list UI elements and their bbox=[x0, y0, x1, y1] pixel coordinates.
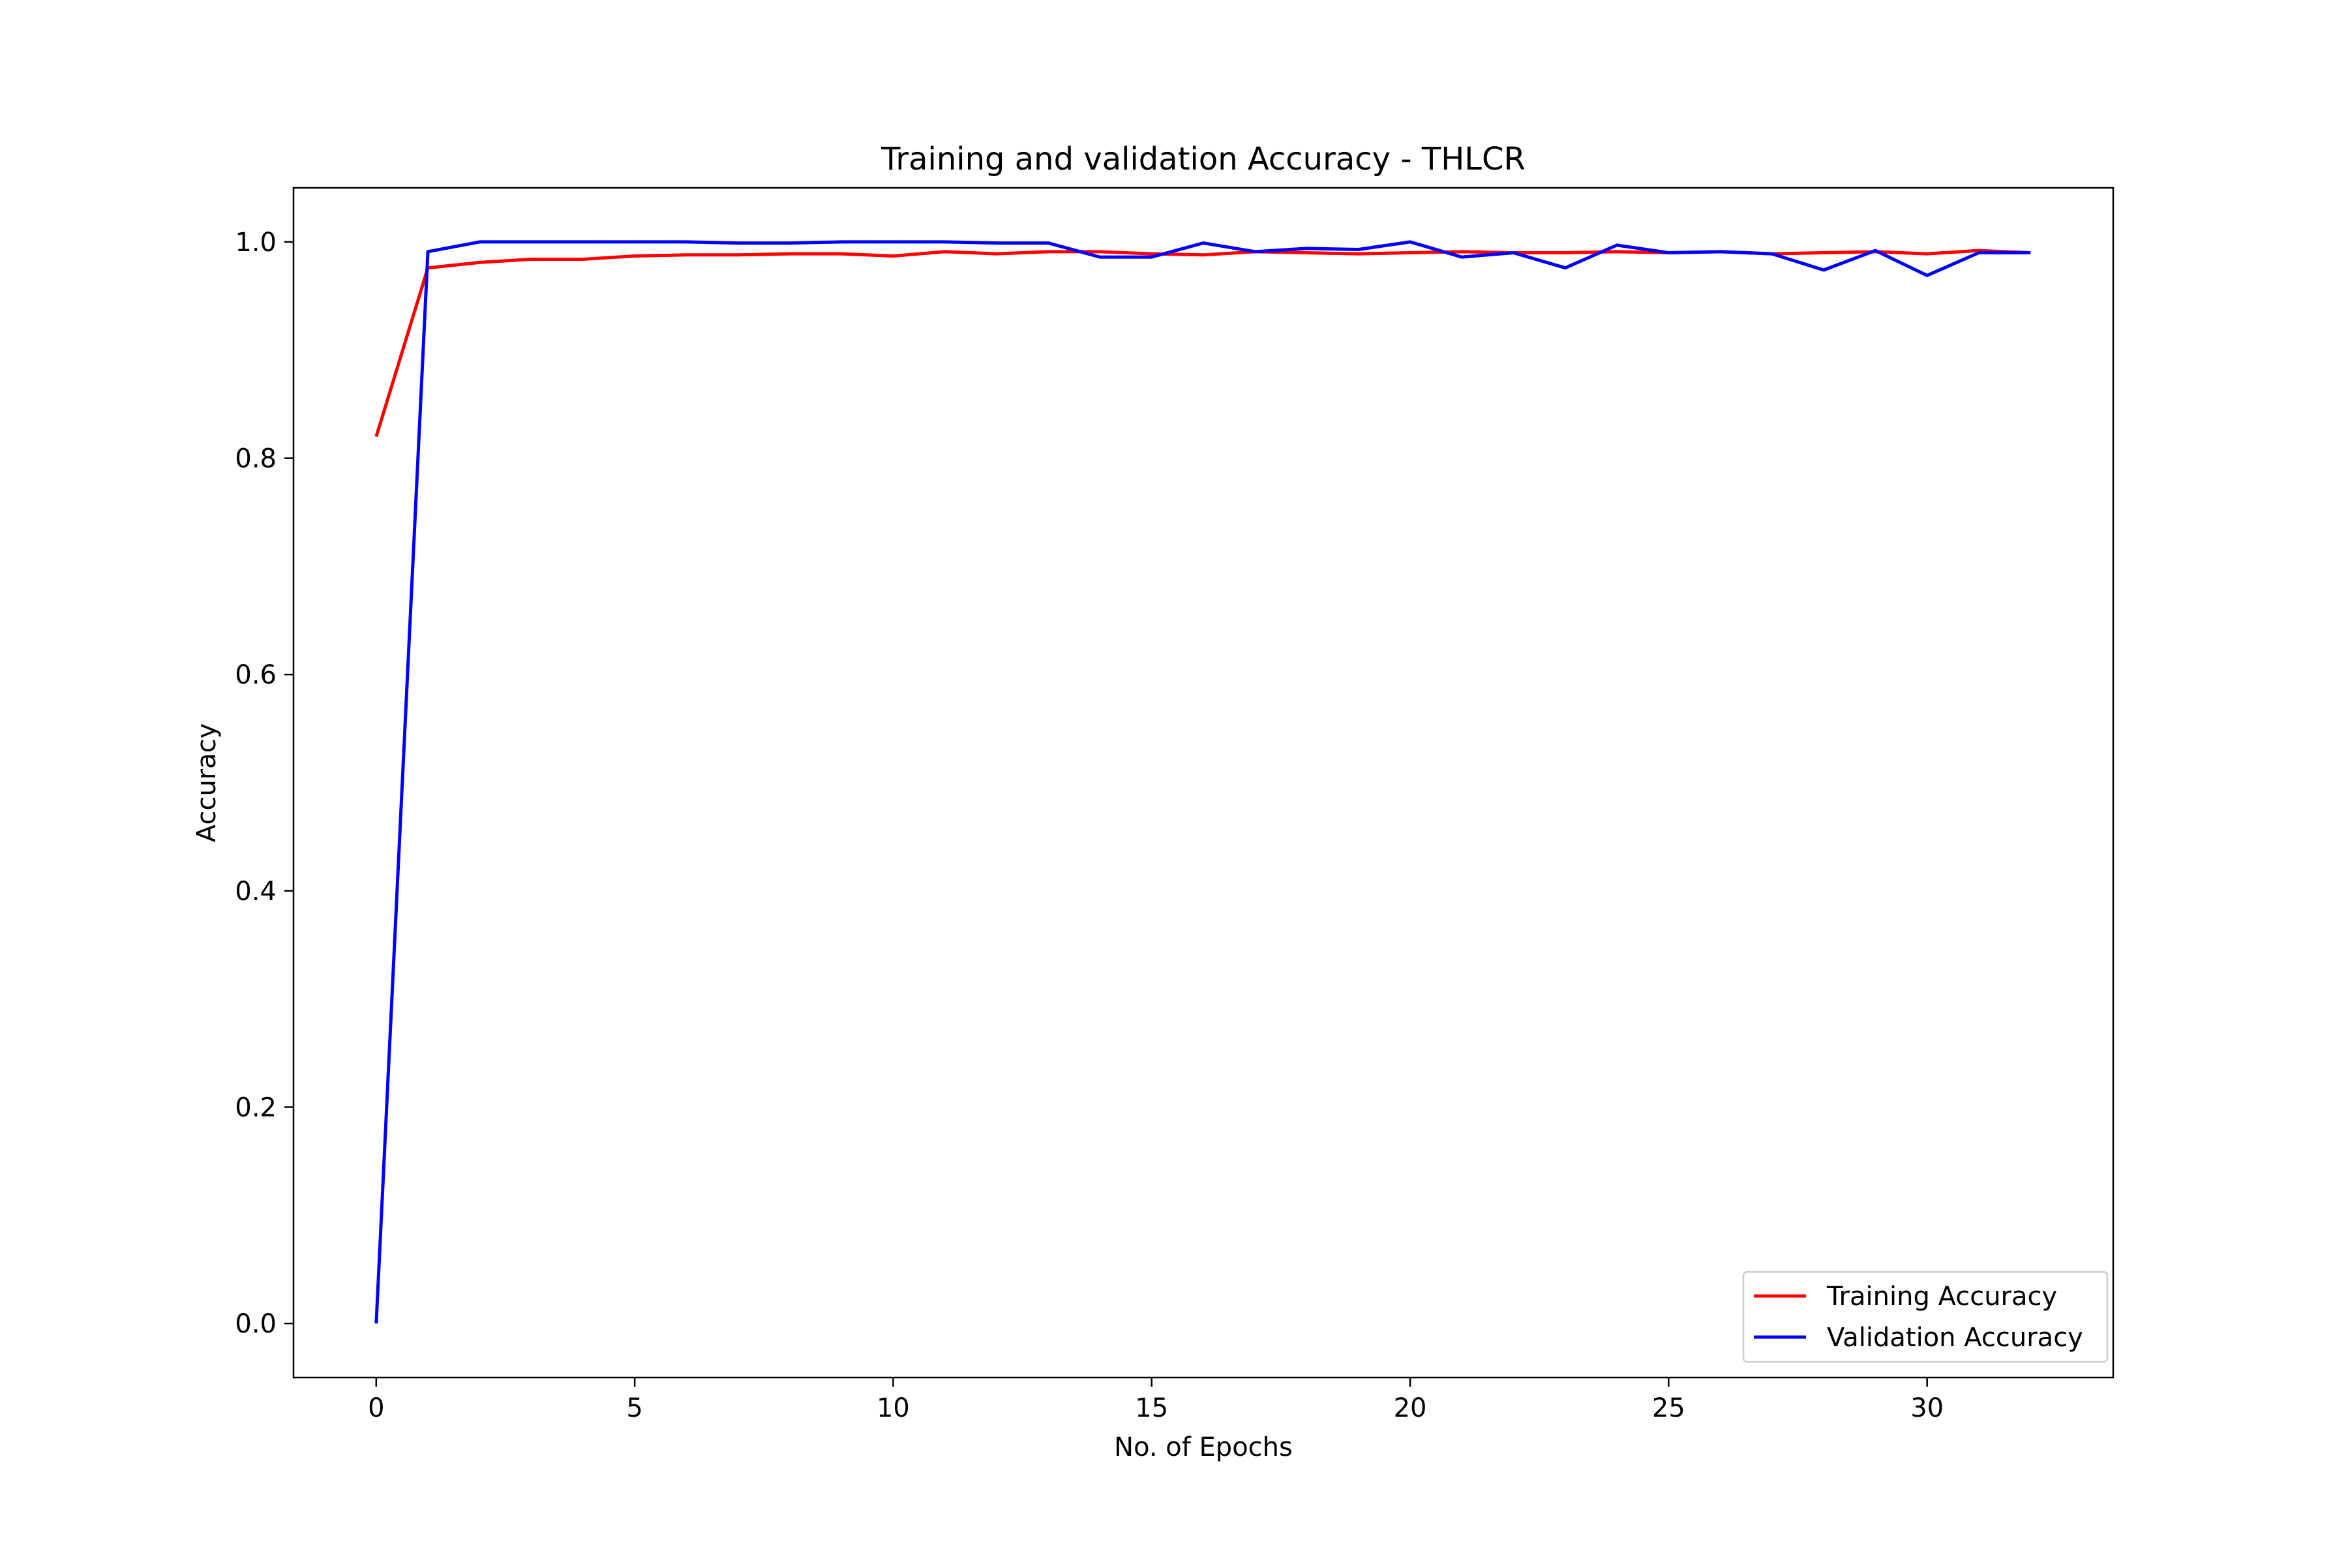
legend-label-validation-accuracy: Validation Accuracy bbox=[1827, 1323, 2083, 1353]
legend: Training Accuracy Validation Accuracy bbox=[1742, 1271, 2109, 1363]
x-tick-label: 10 bbox=[877, 1393, 910, 1423]
x-tick-label: 20 bbox=[1394, 1393, 1427, 1423]
x-tick-label: 0 bbox=[368, 1393, 384, 1423]
x-tick-label: 15 bbox=[1135, 1393, 1168, 1423]
y-tick-label: 0.0 bbox=[235, 1309, 277, 1339]
y-tick-label: 0.6 bbox=[235, 660, 277, 690]
x-tick-label: 30 bbox=[1910, 1393, 1944, 1423]
y-tick-label: 0.4 bbox=[235, 877, 277, 907]
y-axis-label: Accuracy bbox=[192, 723, 222, 843]
y-tick-label: 1.0 bbox=[235, 228, 277, 258]
series-line-validation-accuracy bbox=[374, 240, 2031, 1324]
series-line-training-accuracy bbox=[374, 249, 2031, 438]
x-tick-label: 5 bbox=[626, 1393, 642, 1423]
axes-frame bbox=[292, 187, 2115, 1379]
x-axis-label: No. of Epochs bbox=[1114, 1432, 1293, 1462]
chart-title: Training and validation Accuracy - THLCR bbox=[880, 141, 1526, 177]
legend-label-training-accuracy: Training Accuracy bbox=[1826, 1282, 2057, 1312]
y-tick-label: 0.2 bbox=[235, 1093, 277, 1123]
y-tick-label: 0.8 bbox=[235, 444, 277, 474]
x-tick-label: 25 bbox=[1652, 1393, 1685, 1423]
legend-box bbox=[1742, 1271, 2109, 1363]
plot-area: 0 5 10 15 20 25 30 0.0 0.2 0.4 0.6 0.8 1.0 bbox=[235, 187, 2115, 1423]
